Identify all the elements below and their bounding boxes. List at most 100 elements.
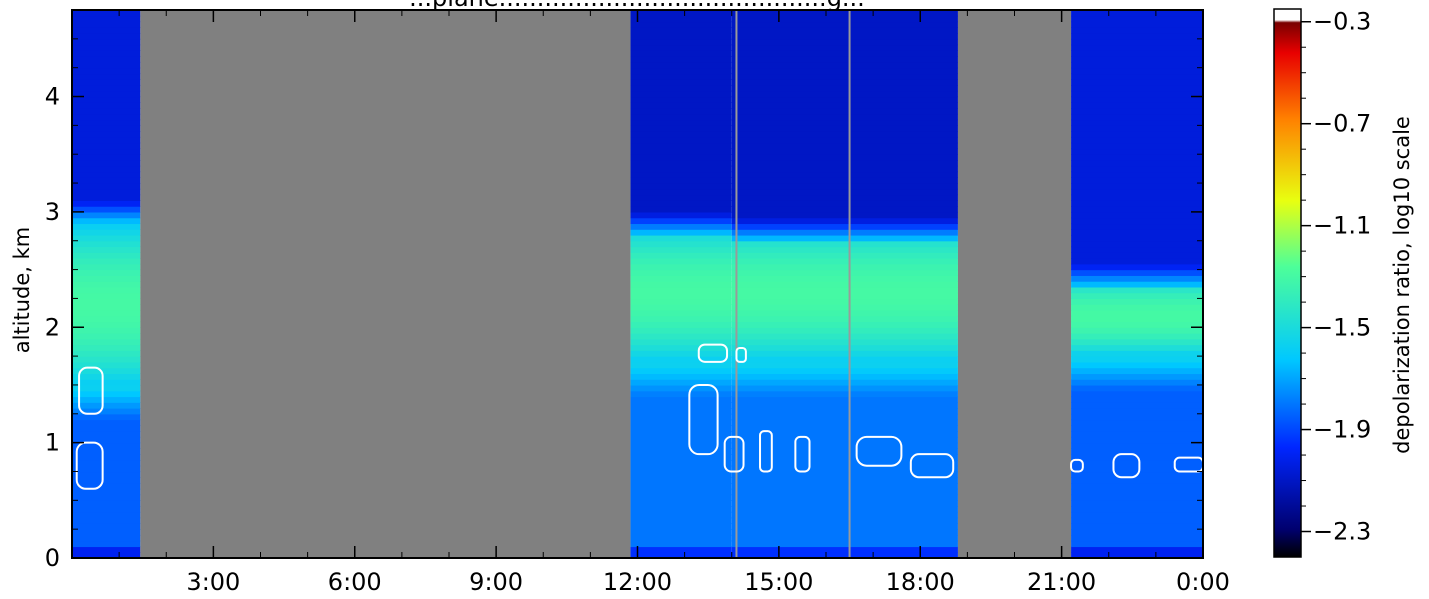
heatmap-cell bbox=[1071, 408, 1203, 415]
heatmap-cell bbox=[72, 483, 141, 490]
heatmap-cell bbox=[731, 15, 958, 23]
heatmap-cell bbox=[72, 390, 141, 398]
heatmap-cell bbox=[630, 136, 732, 144]
heatmap-cell bbox=[72, 304, 141, 311]
heatmap-cell bbox=[72, 183, 141, 190]
heatmap-cell bbox=[731, 304, 958, 311]
heatmap-cell bbox=[72, 431, 141, 438]
heatmap-cell bbox=[731, 384, 958, 392]
heatmap-cell bbox=[72, 361, 141, 369]
heatmap-cell bbox=[1071, 56, 1203, 63]
heatmap-cell bbox=[72, 350, 141, 357]
heatmap-cell bbox=[731, 517, 958, 524]
heatmap-cell bbox=[1071, 90, 1203, 98]
heatmap-cell bbox=[630, 517, 732, 524]
heatmap-cell bbox=[1071, 529, 1203, 536]
heatmap-cell bbox=[72, 21, 141, 28]
heatmap-cell bbox=[1071, 229, 1203, 236]
heatmap-cell bbox=[1071, 523, 1203, 530]
x-tick-label: 12:00 bbox=[603, 568, 672, 596]
heatmap-cell bbox=[1071, 321, 1203, 328]
heatmap-cell bbox=[731, 413, 958, 421]
heatmap-cell bbox=[731, 131, 958, 138]
heatmap-cell bbox=[72, 211, 141, 219]
heatmap-cell bbox=[72, 90, 141, 98]
heatmap-cell bbox=[1071, 292, 1203, 300]
heatmap-cell bbox=[731, 356, 958, 363]
heatmap-cell bbox=[731, 200, 958, 207]
heatmap-cell bbox=[731, 61, 958, 69]
contour-outline bbox=[723, 435, 745, 473]
heatmap-cell bbox=[731, 477, 958, 484]
heatmap-cell bbox=[72, 263, 141, 271]
plot-area bbox=[72, 10, 1203, 558]
heatmap-cell bbox=[72, 217, 141, 225]
heatmap-cell bbox=[731, 217, 958, 225]
heatmap-cell bbox=[630, 148, 732, 155]
heatmap-cell bbox=[72, 511, 141, 519]
x-axis: 3:00 6:00 9:00 12:00 15:00 18:00 21:00 0:00 bbox=[118, 10, 1230, 596]
contour-outline bbox=[75, 441, 104, 490]
heatmap-cell bbox=[72, 419, 141, 426]
heatmap-cell bbox=[1071, 315, 1203, 323]
heatmap-cell bbox=[630, 344, 732, 351]
heatmap-cell bbox=[72, 61, 141, 69]
heatmap-cell bbox=[1071, 281, 1203, 288]
heatmap-cell bbox=[1071, 136, 1203, 144]
heatmap-cell bbox=[72, 154, 141, 161]
heatmap-cell bbox=[731, 252, 958, 259]
x-tick-label: 9:00 bbox=[469, 568, 523, 596]
heatmap-cell bbox=[1071, 38, 1203, 46]
heatmap-cell bbox=[630, 119, 732, 126]
heatmap-cell bbox=[1071, 148, 1203, 155]
heatmap-cell bbox=[630, 500, 732, 507]
heatmap-cell bbox=[1071, 517, 1203, 524]
heatmap-cell bbox=[72, 373, 141, 380]
heatmap-cell bbox=[731, 188, 958, 196]
heatmap-cell bbox=[72, 56, 141, 63]
heatmap-cell bbox=[630, 465, 732, 473]
heatmap-cell bbox=[731, 194, 958, 201]
heatmap-cell bbox=[1071, 459, 1203, 467]
heatmap-cell bbox=[72, 50, 141, 57]
heatmap-cell bbox=[630, 188, 732, 196]
heatmap-cell bbox=[731, 465, 958, 473]
heatmap-cell bbox=[1071, 246, 1203, 253]
heatmap-cell bbox=[731, 177, 958, 184]
heatmap-cell bbox=[72, 33, 141, 40]
heatmap-cell bbox=[72, 356, 141, 363]
heatmap-cell bbox=[1071, 171, 1203, 178]
heatmap-cell bbox=[1071, 402, 1203, 409]
heatmap-cell bbox=[1071, 396, 1203, 403]
heatmap-cell bbox=[72, 281, 141, 288]
heatmap-cell bbox=[731, 390, 958, 398]
x-tick-label: 0:00 bbox=[1176, 568, 1230, 596]
heatmap-cell bbox=[630, 269, 732, 276]
heatmap-cell bbox=[72, 113, 141, 121]
heatmap-cell bbox=[731, 96, 958, 103]
heatmap-cell bbox=[1071, 142, 1203, 150]
heatmap-cell bbox=[1071, 286, 1203, 294]
contour-outline bbox=[759, 430, 773, 473]
heatmap-cell bbox=[72, 436, 141, 444]
heatmap-cell bbox=[630, 125, 732, 132]
heatmap-cell bbox=[630, 396, 732, 403]
heatmap-cell bbox=[72, 108, 141, 115]
heatmap-cell bbox=[72, 413, 141, 421]
heatmap-cell bbox=[1071, 61, 1203, 69]
heatmap-cell bbox=[72, 84, 141, 92]
heatmap-cell bbox=[630, 177, 732, 184]
heatmap-cell bbox=[630, 38, 732, 46]
heatmap-cell bbox=[72, 258, 141, 265]
heatmap-cell bbox=[1071, 79, 1203, 86]
heatmap-cell bbox=[630, 79, 732, 86]
heatmap-cell bbox=[731, 292, 958, 300]
heatmap-cell bbox=[630, 436, 732, 444]
heatmap-cell bbox=[1071, 425, 1203, 432]
heatmap-cell bbox=[72, 442, 141, 449]
heatmap-cell bbox=[1071, 119, 1203, 126]
heatmap-cell bbox=[72, 523, 141, 530]
heatmap-cell bbox=[731, 38, 958, 46]
contour-outline bbox=[697, 343, 729, 363]
heatmap-cell bbox=[630, 286, 732, 294]
